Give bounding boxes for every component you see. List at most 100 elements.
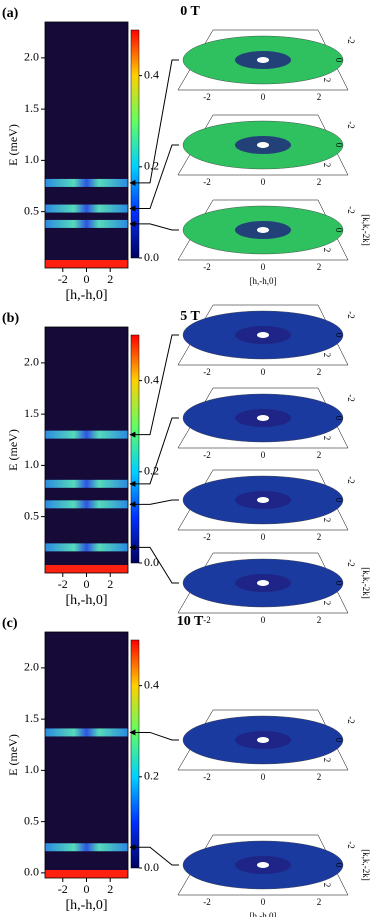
x-axis-label: [h,-h,0] <box>66 898 108 913</box>
colorbar-tick-label: 0.2 <box>144 464 159 478</box>
disc-x-tick-label: 2 <box>317 532 322 542</box>
disc-y-tick-label: 2 <box>322 601 332 606</box>
disc-hole <box>257 862 269 868</box>
y-axis-label: E (meV) <box>6 124 20 166</box>
intensity-band <box>45 479 128 488</box>
cut-arrow <box>129 544 179 584</box>
colorbar-tick-label: 0.2 <box>144 769 159 783</box>
cut-arrow <box>129 844 179 866</box>
disc-x-tick-label: -2 <box>203 92 211 102</box>
cut-arrow <box>129 417 179 487</box>
disc-x-tick-label: 2 <box>317 772 322 782</box>
y-tick-label: 1.5 <box>24 101 39 115</box>
disc-x-tick-label: 0 <box>261 450 266 460</box>
disc-hole <box>257 415 269 421</box>
disc-x-tick-label: 0 <box>261 615 266 625</box>
colorbar-tick-label: 0.0 <box>144 555 159 569</box>
disc-y-tick-label: -2 <box>346 206 356 214</box>
disc-y-tick-label: 0 <box>334 498 344 503</box>
x-tick-label: 0 <box>84 272 90 286</box>
x-tick-label: 2 <box>107 882 113 896</box>
disc-y-tick-label: 2 <box>322 883 332 888</box>
cut-arrow <box>129 334 179 438</box>
panel-label: (a) <box>2 6 19 21</box>
disc-x-tick-label: 0 <box>261 367 266 377</box>
disc-y-label: [k,k,-2k] <box>361 849 371 881</box>
disc-hole <box>257 57 269 63</box>
colorbar-tick-label: 0.4 <box>144 67 159 81</box>
y-tick-label: 1.5 <box>24 711 39 725</box>
panel-title: 0 T <box>180 4 200 19</box>
disc-y-tick-label: 0 <box>334 581 344 586</box>
disc-y-tick-label: -2 <box>346 716 356 724</box>
disc-x-tick-label: 2 <box>317 450 322 460</box>
disc-x-tick-label: -2 <box>203 262 211 272</box>
intensity-band <box>45 728 128 737</box>
y-tick-label: 0.0 <box>24 865 39 879</box>
disc-y-tick-label: 0 <box>334 143 344 148</box>
disc-y-tick-label: -2 <box>346 841 356 849</box>
disc-x-tick-label: -2 <box>203 615 211 625</box>
disc-x-tick-label: 2 <box>317 262 322 272</box>
y-tick-label: 0.5 <box>24 813 39 827</box>
disc-y-label: [k,k,-2k] <box>361 567 371 599</box>
disc-y-tick-label: 2 <box>322 248 332 253</box>
y-tick-label: 2.0 <box>24 50 39 64</box>
disc-y-tick-label: -2 <box>346 311 356 319</box>
intensity-band <box>45 500 128 509</box>
intensity-band <box>45 843 128 852</box>
colorbar-tick-label: 0.0 <box>144 860 159 874</box>
disc-x-tick-label: 2 <box>317 177 322 187</box>
disc-y-tick-label: 0 <box>334 333 344 338</box>
panel-title: 5 T <box>180 309 200 324</box>
disc-x-tick-label: 0 <box>261 772 266 782</box>
x-tick-label: 2 <box>107 272 113 286</box>
colorbar <box>130 29 140 259</box>
disc-x-tick-label: 2 <box>317 367 322 377</box>
disc-x-tick-label: 2 <box>317 92 322 102</box>
colorbar <box>130 639 140 869</box>
y-tick-label: 0.5 <box>24 203 39 217</box>
panel-label: (b) <box>2 311 19 326</box>
disc-y-tick-label: 2 <box>322 436 332 441</box>
y-tick-label: 1.0 <box>24 457 39 471</box>
disc-y-tick-label: -2 <box>346 36 356 44</box>
disc-x-tick-label: 2 <box>317 615 322 625</box>
disc-y-tick-label: 2 <box>322 353 332 358</box>
panel: (b) 5 T 0.5 1.0 1.5 2.0 E (meV) -2 0 2 [h,-h,0] 0.0… <box>2 304 371 625</box>
disc-x-tick-label: 0 <box>261 532 266 542</box>
x-tick-label: -2 <box>58 577 68 591</box>
y-tick-label: 1.5 <box>24 406 39 420</box>
disc-hole <box>257 332 269 338</box>
disc-hole <box>257 497 269 503</box>
disc-x-tick-label: 2 <box>317 897 322 907</box>
disc-x-tick-label: -2 <box>203 772 211 782</box>
x-tick-label: 0 <box>84 882 90 896</box>
colorbar <box>130 334 140 564</box>
disc-x-tick-label: 0 <box>261 92 266 102</box>
disc-x-tick-label: -2 <box>203 532 211 542</box>
disc-x-tick-label: 0 <box>261 177 266 187</box>
disc-hole <box>257 227 269 233</box>
y-axis-label: E (meV) <box>6 734 20 776</box>
x-tick-label: -2 <box>58 882 68 896</box>
disc-y-tick-label: 2 <box>322 758 332 763</box>
colorbar-tick-label: 0.4 <box>144 677 159 691</box>
heatmap-edge <box>45 870 128 878</box>
disc-y-tick-label: 0 <box>334 863 344 868</box>
heatmap <box>45 632 128 878</box>
x-tick-label: 0 <box>84 577 90 591</box>
disc-y-tick-label: -2 <box>346 476 356 484</box>
heatmap-edge <box>45 260 128 268</box>
disc-y-label: [k,k,-2k] <box>361 214 371 246</box>
panel: (c) 10 T 0.0 0.5 1.0 1.5 2.0 E (meV) -2 0 2 [h,-h,0… <box>2 614 371 917</box>
y-tick-label: 1.0 <box>24 762 39 776</box>
x-axis-label: [h,-h,0] <box>66 593 108 608</box>
cut-arrow <box>129 499 179 508</box>
x-axis-label: [h,-h,0] <box>66 288 108 303</box>
colorbar-tick-label: 0.4 <box>144 372 159 386</box>
disc-x-tick-label: -2 <box>203 177 211 187</box>
x-tick-label: 2 <box>107 577 113 591</box>
heatmap <box>45 327 128 573</box>
